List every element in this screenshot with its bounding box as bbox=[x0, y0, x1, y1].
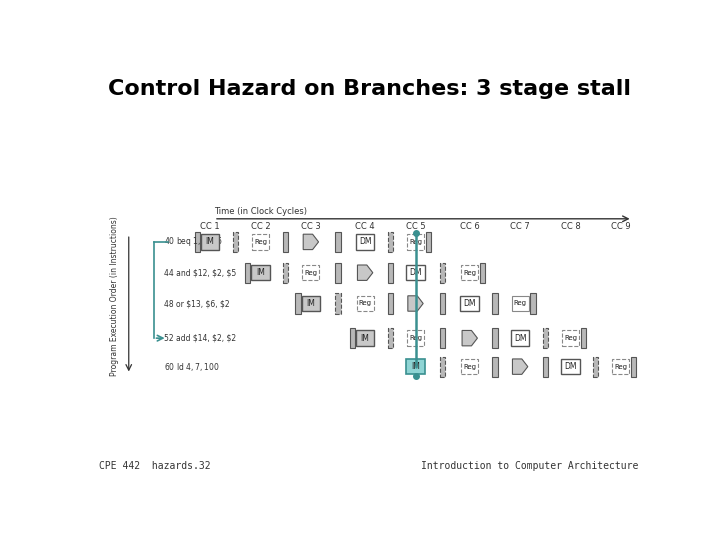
Bar bbox=[462, 359, 478, 374]
Text: CC 3: CC 3 bbox=[301, 222, 320, 231]
Text: Reg: Reg bbox=[359, 300, 372, 307]
Text: Control Hazard on Branches: 3 stage stall: Control Hazard on Branches: 3 stage stal… bbox=[107, 79, 631, 99]
Text: DM: DM bbox=[359, 238, 372, 246]
Text: CC 7: CC 7 bbox=[510, 222, 530, 231]
Text: 44 and $12, $2, $5: 44 and $12, $2, $5 bbox=[163, 268, 236, 277]
Bar bbox=[510, 330, 529, 346]
Text: Reg: Reg bbox=[614, 363, 627, 370]
Bar bbox=[245, 262, 251, 283]
Bar bbox=[283, 232, 289, 252]
Bar bbox=[252, 234, 269, 249]
Bar bbox=[336, 262, 341, 283]
Polygon shape bbox=[408, 296, 423, 311]
Bar bbox=[406, 359, 425, 374]
Text: CC 8: CC 8 bbox=[561, 222, 580, 231]
Text: IM: IM bbox=[361, 334, 369, 343]
Polygon shape bbox=[303, 234, 318, 249]
Text: 52 add $14, $2, $2: 52 add $14, $2, $2 bbox=[163, 334, 235, 343]
Bar bbox=[336, 232, 341, 252]
Bar bbox=[356, 234, 374, 249]
Bar bbox=[461, 296, 479, 311]
Bar bbox=[512, 296, 528, 311]
Bar bbox=[631, 356, 636, 377]
Text: DM: DM bbox=[409, 268, 422, 277]
Text: Reg: Reg bbox=[409, 239, 422, 245]
Bar bbox=[612, 359, 629, 374]
Polygon shape bbox=[462, 330, 477, 346]
Text: IM: IM bbox=[411, 362, 420, 371]
Bar bbox=[492, 293, 498, 314]
Text: Time (in Clock Cycles): Time (in Clock Cycles) bbox=[214, 207, 307, 217]
Text: Reg: Reg bbox=[564, 335, 577, 341]
Text: DM: DM bbox=[514, 334, 526, 343]
Text: DM: DM bbox=[564, 362, 577, 371]
Bar bbox=[295, 293, 301, 314]
Bar bbox=[233, 232, 238, 252]
Bar bbox=[593, 356, 598, 377]
Bar bbox=[561, 359, 580, 374]
Bar bbox=[426, 232, 431, 252]
Bar bbox=[387, 293, 393, 314]
Bar bbox=[492, 356, 498, 377]
Bar bbox=[543, 356, 548, 377]
Bar bbox=[336, 293, 341, 314]
Text: 60 ld $4, $7, 100: 60 ld $4, $7, 100 bbox=[163, 361, 220, 373]
Bar bbox=[543, 328, 548, 348]
Bar bbox=[530, 293, 536, 314]
Bar bbox=[387, 328, 393, 348]
Text: Program Execution Order (in Instructions): Program Execution Order (in Instructions… bbox=[110, 216, 120, 376]
Text: CC 6: CC 6 bbox=[460, 222, 480, 231]
Bar bbox=[283, 262, 289, 283]
Bar bbox=[302, 296, 320, 311]
Text: Reg: Reg bbox=[305, 269, 318, 276]
Bar bbox=[387, 262, 393, 283]
Text: DM: DM bbox=[464, 299, 476, 308]
Bar bbox=[194, 232, 200, 252]
Bar bbox=[440, 328, 446, 348]
Bar bbox=[440, 356, 446, 377]
Text: Reg: Reg bbox=[513, 300, 526, 307]
Bar bbox=[462, 265, 478, 280]
Polygon shape bbox=[513, 359, 528, 374]
Bar bbox=[387, 232, 393, 252]
Bar bbox=[350, 328, 355, 348]
Text: IM: IM bbox=[206, 238, 215, 246]
Text: Reg: Reg bbox=[254, 239, 267, 245]
Bar bbox=[492, 328, 498, 348]
Bar bbox=[407, 234, 424, 249]
Text: IM: IM bbox=[256, 268, 265, 277]
Text: CC 2: CC 2 bbox=[251, 222, 270, 231]
Text: Reg: Reg bbox=[463, 269, 476, 276]
Text: Reg: Reg bbox=[409, 335, 422, 341]
Bar bbox=[480, 262, 485, 283]
Text: CC 9: CC 9 bbox=[611, 222, 631, 231]
Text: IM: IM bbox=[307, 299, 315, 308]
Text: 48 or $13, $6, $2: 48 or $13, $6, $2 bbox=[163, 299, 229, 308]
Text: Reg: Reg bbox=[463, 363, 476, 370]
Text: CC 4: CC 4 bbox=[355, 222, 375, 231]
Bar bbox=[356, 296, 374, 311]
Polygon shape bbox=[357, 265, 373, 280]
Text: CC 5: CC 5 bbox=[405, 222, 426, 231]
Bar bbox=[407, 330, 424, 346]
Bar bbox=[440, 293, 446, 314]
Text: 40 beq $1, $3, 36: 40 beq $1, $3, 36 bbox=[163, 235, 222, 248]
Bar bbox=[201, 234, 220, 249]
Text: Introduction to Computer Architecture: Introduction to Computer Architecture bbox=[421, 461, 639, 471]
Bar bbox=[562, 330, 579, 346]
Bar bbox=[302, 265, 320, 280]
Text: CC 1: CC 1 bbox=[200, 222, 220, 231]
Bar bbox=[356, 330, 374, 346]
Text: CPE 442  hazards.32: CPE 442 hazards.32 bbox=[99, 461, 211, 471]
Bar bbox=[440, 262, 446, 283]
Bar bbox=[580, 328, 586, 348]
Bar bbox=[251, 265, 270, 280]
Bar bbox=[406, 265, 425, 280]
